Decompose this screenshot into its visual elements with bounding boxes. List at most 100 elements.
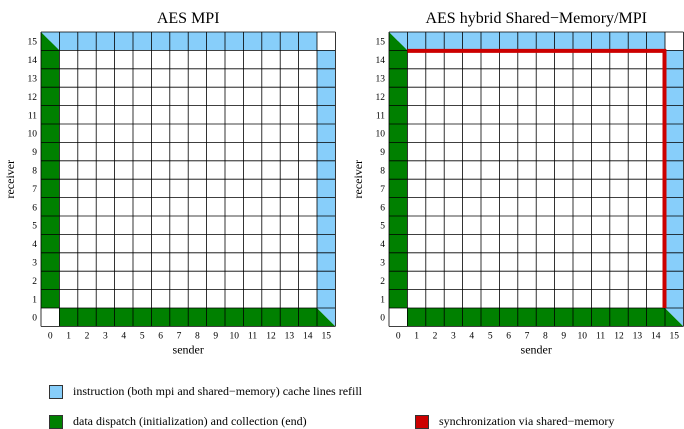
cell-dispatch — [41, 216, 60, 235]
cell-refill — [96, 32, 115, 51]
legend-item-sync: synchronization via shared−memory — [415, 414, 614, 429]
cell-dispatch — [609, 308, 629, 327]
x-tick-label: 4 — [121, 331, 126, 341]
x-tick-label: 2 — [433, 331, 438, 341]
x-tick-label: 0 — [396, 331, 401, 341]
y-tick-label: 6 — [32, 203, 37, 213]
x-tick-label: 12 — [614, 331, 624, 341]
cell-dispatch — [389, 50, 408, 69]
chart-title: AES MPI — [157, 10, 220, 27]
x-axis-label: sender — [521, 342, 552, 356]
y-tick-label: 12 — [28, 93, 38, 103]
y-tick-label: 1 — [380, 295, 385, 305]
cell-dispatch — [517, 308, 537, 327]
y-tick-label: 3 — [32, 259, 37, 269]
cell-dispatch — [280, 308, 299, 327]
cell-dispatch — [462, 308, 481, 327]
cell-refill — [317, 197, 336, 216]
x-tick-label: 1 — [414, 331, 419, 341]
cell-refill — [169, 32, 189, 51]
y-tick-label: 10 — [376, 130, 386, 140]
y-tick-label: 8 — [32, 167, 37, 177]
cell-refill — [317, 308, 336, 327]
cell-dispatch — [41, 142, 60, 161]
cell-refill — [591, 32, 610, 51]
cell-dispatch — [41, 105, 60, 124]
cell-dispatch — [169, 308, 189, 327]
cell-refill — [298, 32, 317, 51]
cell-refill — [536, 32, 555, 51]
cell-refill — [261, 32, 281, 51]
cell-dispatch — [41, 50, 60, 69]
y-tick-label: 10 — [28, 130, 38, 140]
cell-refill — [407, 32, 426, 51]
cell-refill — [665, 308, 684, 327]
x-tick-label: 6 — [158, 331, 163, 341]
cell-refill — [317, 289, 336, 308]
cell-refill — [517, 32, 537, 51]
cell-refill — [389, 32, 408, 51]
cell-dispatch — [188, 308, 207, 327]
y-tick-label: 14 — [28, 56, 38, 66]
cell-dispatch — [389, 271, 408, 290]
cell-refill — [665, 234, 684, 253]
legend-label-refill: instruction (both mpi and shared−memory)… — [73, 384, 363, 398]
x-tick-label: 10 — [577, 331, 587, 341]
cell-refill — [665, 216, 684, 235]
y-tick-label: 13 — [376, 75, 386, 85]
cell-refill — [317, 252, 336, 272]
x-tick-label: 12 — [266, 331, 276, 341]
x-axis-label: sender — [173, 342, 204, 356]
y-tick-label: 9 — [32, 148, 37, 158]
cell-refill — [41, 32, 60, 51]
y-tick-label: 15 — [376, 38, 386, 48]
cell-dispatch — [41, 234, 60, 253]
cell-dispatch — [554, 308, 573, 327]
cell-dispatch — [389, 234, 408, 253]
y-tick-label: 3 — [380, 259, 385, 269]
cell-refill — [573, 32, 592, 51]
cell-dispatch — [151, 308, 170, 327]
cell-dispatch — [591, 308, 610, 327]
x-tick-label: 7 — [177, 331, 182, 341]
cell-refill — [665, 124, 684, 143]
cell-refill — [317, 216, 336, 235]
cell-dispatch — [389, 68, 408, 88]
cell-dispatch — [389, 216, 408, 235]
x-tick-label: 3 — [451, 331, 456, 341]
y-tick-label: 5 — [380, 222, 385, 232]
y-tick-label: 1 — [32, 295, 37, 305]
cell-dispatch — [481, 308, 500, 327]
cell-refill — [151, 32, 170, 51]
cell-dispatch — [41, 252, 60, 272]
cell-dispatch — [225, 308, 244, 327]
cell-refill — [114, 32, 133, 51]
cell-dispatch — [243, 308, 262, 327]
y-axis-label: receiver — [3, 160, 17, 199]
cell-dispatch — [41, 87, 60, 106]
cell-refill — [665, 252, 684, 272]
x-tick-label: 15 — [669, 331, 679, 341]
x-tick-label: 14 — [651, 331, 661, 341]
cell-refill — [133, 32, 152, 51]
cell-refill — [317, 87, 336, 106]
cell-refill — [59, 32, 78, 51]
cell-refill — [462, 32, 481, 51]
cell-dispatch — [41, 179, 60, 198]
cell-refill — [425, 32, 445, 51]
cell-refill — [481, 32, 500, 51]
cell-dispatch — [389, 87, 408, 106]
x-tick-label: 1 — [66, 331, 71, 341]
cell-refill — [317, 271, 336, 290]
x-tick-label: 7 — [525, 331, 530, 341]
cell-dispatch — [389, 179, 408, 198]
y-axis-label: receiver — [351, 160, 365, 199]
x-tick-label: 15 — [321, 331, 331, 341]
cell-refill — [317, 179, 336, 198]
y-tick-label: 8 — [380, 167, 385, 177]
cell-dispatch — [41, 160, 60, 180]
cell-refill — [317, 234, 336, 253]
